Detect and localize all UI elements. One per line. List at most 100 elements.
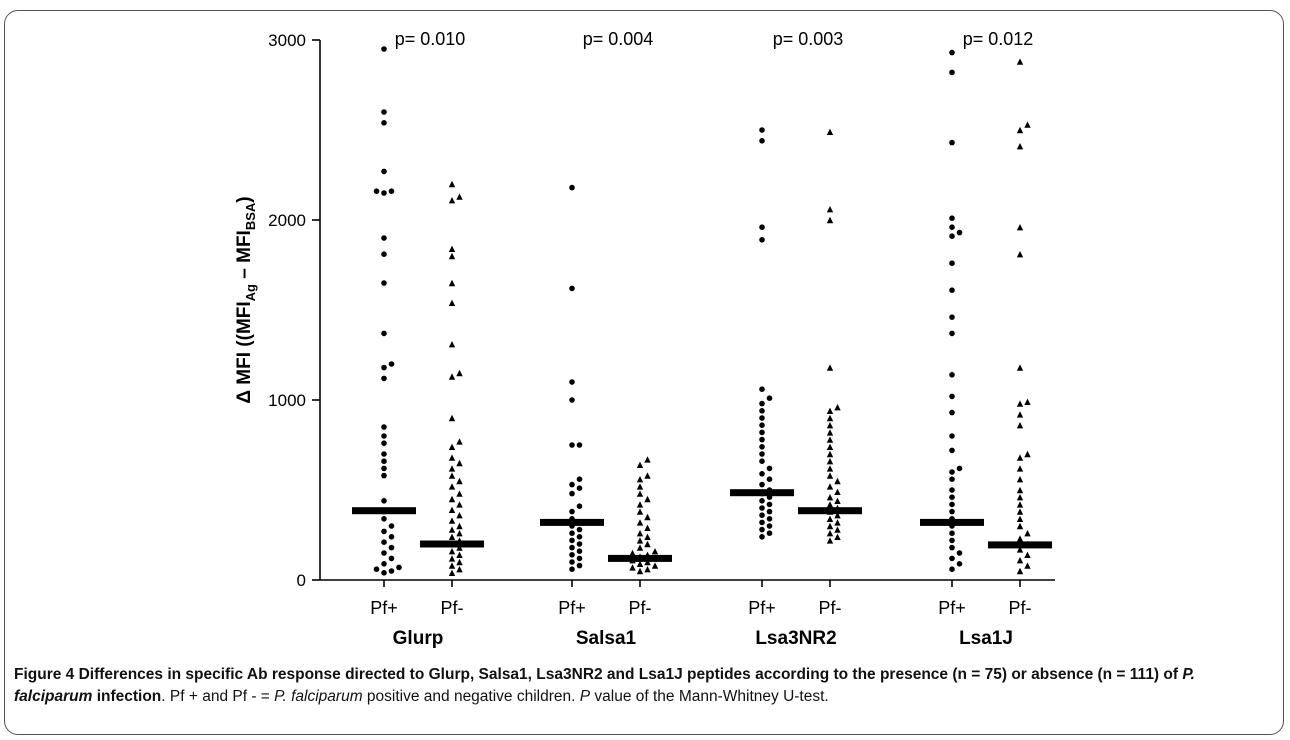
data-point-triangle — [448, 252, 456, 260]
data-point-circle — [766, 395, 773, 402]
data-point-triangle — [651, 562, 659, 569]
data-point-triangle — [448, 180, 456, 188]
caption-text-italic-2: P — [579, 688, 591, 705]
caption-label: Figure 4 — [14, 666, 75, 683]
median-bar — [920, 518, 984, 526]
data-point-circle — [949, 139, 955, 146]
data-point-triangle — [456, 544, 463, 551]
data-point-triangle — [826, 450, 834, 458]
data-point-triangle — [644, 540, 651, 548]
data-point-circle — [569, 508, 575, 515]
data-point-circle — [373, 566, 380, 572]
data-point-triangle — [456, 512, 463, 519]
data-point-triangle — [448, 495, 456, 503]
data-point-triangle — [834, 488, 841, 495]
data-point-circle — [949, 233, 955, 239]
p-value-label: p= 0.004 — [583, 29, 654, 49]
caption-text-1: . Pf + and Pf - = — [161, 688, 275, 705]
chart-axes — [312, 39, 1055, 587]
data-point-triangle — [1016, 501, 1024, 508]
data-point-circle — [766, 523, 773, 529]
data-point-circle — [569, 442, 575, 448]
data-point-circle — [381, 235, 387, 241]
data-point-circle — [759, 534, 765, 540]
data-point-circle — [759, 512, 765, 518]
data-point-circle — [759, 386, 765, 393]
data-point-circle — [381, 251, 387, 257]
data-point-triangle — [1016, 251, 1024, 258]
data-point-circle — [388, 188, 395, 194]
data-point-triangle — [1024, 562, 1031, 569]
group-label: Glurp — [393, 628, 444, 649]
data-point-circle — [569, 544, 575, 551]
data-point-triangle — [1016, 476, 1024, 483]
data-point-triangle — [1024, 450, 1031, 458]
data-point-circle — [381, 280, 387, 286]
data-point-triangle — [448, 414, 456, 422]
data-point-circle — [381, 424, 387, 430]
data-point-circle — [759, 415, 765, 421]
data-point-triangle — [834, 404, 841, 411]
data-point-triangle — [448, 506, 456, 513]
data-point-circle — [381, 109, 387, 115]
data-point-circle — [381, 528, 387, 535]
data-point-circle — [766, 508, 773, 515]
data-point-triangle — [644, 472, 651, 479]
data-point-circle — [949, 287, 955, 294]
x-tick-label: Pf+ — [370, 598, 398, 618]
data-point-circle — [381, 168, 387, 175]
y-tick-label: 1000 — [268, 391, 306, 410]
data-point-circle — [949, 494, 955, 501]
data-point-triangle — [448, 279, 456, 287]
data-point-circle — [381, 539, 387, 545]
data-point-circle — [759, 526, 765, 533]
data-point-circle — [381, 550, 387, 556]
data-point-triangle — [636, 544, 644, 551]
data-point-triangle — [826, 364, 834, 371]
caption-title-italic: P. falciparum — [14, 666, 1195, 705]
data-point-circle — [381, 375, 387, 382]
data-point-circle — [949, 69, 955, 76]
data-point-circle — [949, 433, 955, 439]
data-point-circle — [576, 485, 583, 492]
data-point-circle — [381, 451, 387, 457]
data-point-triangle — [834, 526, 841, 533]
data-point-triangle — [456, 490, 463, 497]
data-point-circle — [381, 465, 387, 472]
data-point-triangle — [1016, 465, 1024, 472]
data-point-triangle — [1016, 486, 1024, 494]
data-point-circle — [759, 237, 765, 243]
data-point-circle — [381, 458, 387, 465]
data-point-triangle — [826, 407, 834, 414]
data-point-circle — [759, 498, 765, 504]
data-point-triangle — [834, 497, 841, 504]
caption-title-end: infection — [92, 688, 162, 705]
data-point-circle — [576, 526, 583, 533]
median-bar — [540, 518, 604, 526]
data-point-triangle — [644, 558, 651, 566]
data-point-circle — [569, 530, 575, 536]
figure-caption: Figure 4 Differences in specific Ab resp… — [14, 664, 1276, 708]
data-point-triangle — [448, 373, 456, 380]
data-point-triangle — [826, 458, 834, 465]
data-point-triangle — [448, 245, 456, 252]
data-point-triangle — [456, 369, 463, 377]
p-value-label: p= 0.003 — [773, 29, 844, 49]
data-point-triangle — [456, 193, 463, 200]
data-point-triangle — [629, 564, 636, 571]
data-point-circle — [381, 330, 387, 337]
data-point-triangle — [644, 456, 651, 463]
data-point-circle — [576, 534, 583, 540]
x-tick-label: Pf- — [440, 598, 463, 618]
data-point-circle — [569, 285, 575, 292]
data-point-circle — [949, 314, 955, 321]
data-point-triangle — [1016, 126, 1024, 134]
x-tick-label: Pf+ — [558, 598, 586, 618]
data-point-circle — [576, 548, 583, 554]
x-tick-label: Pf- — [818, 598, 841, 618]
data-point-circle — [381, 516, 387, 522]
y-tick-label: 2000 — [268, 211, 306, 230]
data-point-triangle — [834, 477, 841, 485]
data-point-triangle — [636, 490, 644, 497]
data-point-circle — [381, 190, 387, 196]
